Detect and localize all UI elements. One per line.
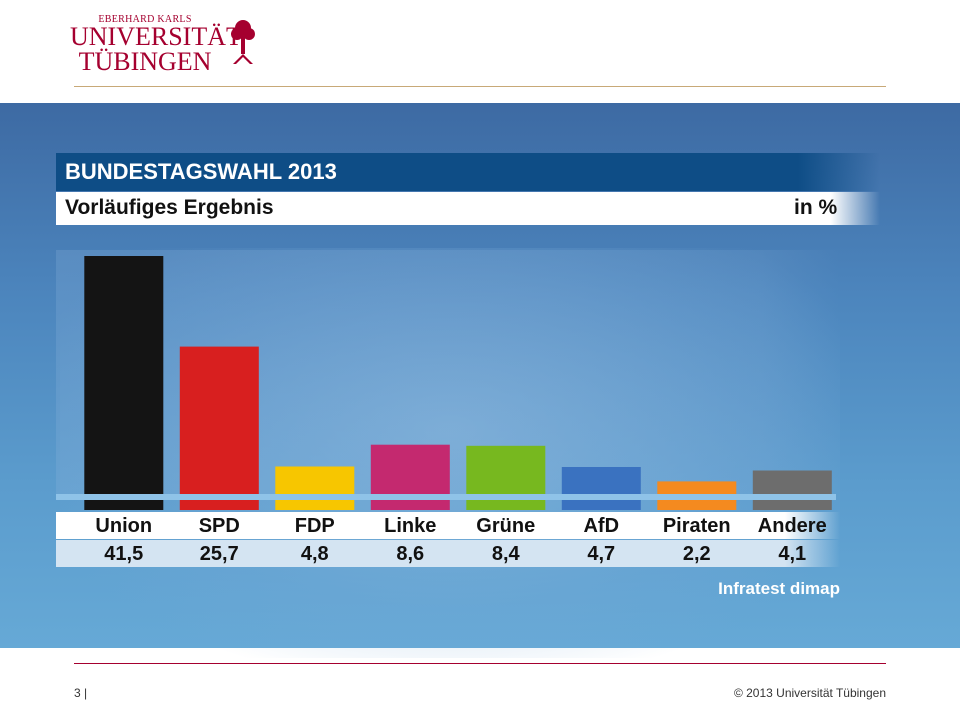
page-number: 3 | — [74, 686, 88, 700]
category-label: Union — [95, 515, 153, 537]
bar-1 — [179, 346, 259, 494]
tree-emblem-icon — [231, 20, 255, 64]
category-label: Andere — [757, 515, 827, 537]
copyright-text: © 2013 Universität Tübingen — [733, 686, 886, 700]
chart-title: BUNDESTAGSWAHL 2013 — [65, 159, 337, 184]
chart-subtitle-bar: Vorläufiges Ergebnis in % — [56, 192, 880, 225]
category-label: AfD — [583, 515, 620, 537]
bar-foot-5 — [561, 500, 641, 510]
chart-subtitle: Vorläufiges Ergebnis — [65, 196, 274, 219]
bar-5 — [561, 467, 641, 494]
bar-0 — [84, 256, 164, 494]
value-label: 4,1 — [778, 543, 807, 565]
value-row: 41,5 25,7 4,8 8,6 8,4 4,7 2,2 4,1 — [56, 540, 840, 567]
logo-small-text: EBERHARD KARLS — [98, 14, 192, 25]
category-row: Union SPD FDP Linke Grüne AfD Piraten Andere — [56, 512, 840, 539]
category-label: Piraten — [662, 515, 731, 537]
bar-foot-3 — [370, 500, 450, 510]
bar-7 — [752, 470, 832, 494]
bar-4 — [466, 445, 546, 494]
bar-foot-7 — [752, 500, 832, 510]
bar-3 — [370, 444, 450, 494]
value-label: 25,7 — [199, 543, 239, 565]
source-label: Infratest dimap — [718, 579, 840, 598]
value-label: 4,7 — [587, 543, 616, 565]
logo-line-1: UNIVERSITÄT — [70, 22, 242, 51]
category-label: Linke — [384, 515, 437, 537]
footer-rule — [74, 663, 886, 664]
bar-foot-4 — [466, 500, 546, 510]
value-label: 41,5 — [104, 543, 144, 565]
value-label: 8,4 — [491, 543, 520, 565]
bar-foot-6 — [657, 500, 737, 510]
value-label: 8,6 — [396, 543, 425, 565]
bar-foot-0 — [84, 500, 164, 510]
bar-2 — [275, 466, 355, 494]
category-label: FDP — [294, 515, 335, 537]
logo-line-2: TÜBINGEN — [78, 47, 212, 76]
bar-foot-1 — [179, 500, 259, 510]
chart-unit: in % — [794, 196, 838, 219]
university-logo: EBERHARD KARLS UNIVERSITÄT TÜBINGEN — [70, 14, 280, 76]
baseline-band — [56, 494, 836, 500]
bar-foot-2 — [275, 500, 355, 510]
value-label: 4,8 — [300, 543, 329, 565]
value-label: 2,2 — [682, 543, 711, 565]
header-rule — [74, 86, 886, 87]
category-label: SPD — [198, 515, 240, 537]
chart-title-bar: BUNDESTAGSWAHL 2013 — [56, 153, 880, 191]
category-label: Grüne — [476, 515, 536, 537]
bar-6 — [657, 481, 737, 494]
